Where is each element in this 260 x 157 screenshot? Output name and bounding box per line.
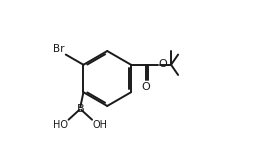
Text: Br: Br: [54, 44, 65, 54]
Text: OH: OH: [93, 121, 108, 130]
Text: B: B: [76, 104, 84, 114]
Text: O: O: [159, 59, 167, 69]
Text: HO: HO: [53, 121, 68, 130]
Text: O: O: [141, 82, 150, 92]
